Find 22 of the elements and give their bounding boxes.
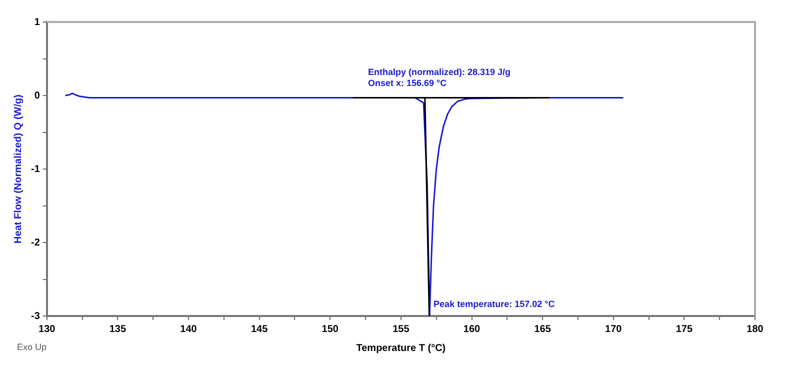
y-tick-label: -2 <box>30 237 40 248</box>
x-tick-label: 170 <box>605 324 622 335</box>
annotation: Enthalpy (normalized): 28.319 J/g <box>368 67 511 77</box>
text: Exo Up <box>17 342 47 352</box>
y-tick-label: -3 <box>30 310 40 322</box>
x-tick-label: 165 <box>534 324 552 335</box>
x-tick-label: 155 <box>392 324 410 335</box>
x-tick-label: 145 <box>250 324 268 335</box>
x-tick-label: 150 <box>322 324 339 335</box>
annotation: Peak temperature: 157.02 °C <box>434 299 556 309</box>
y-tick-label: 0 <box>34 90 40 102</box>
x-tick-label: 140 <box>180 324 198 335</box>
x-axis-title: Temperature T (°C) <box>356 342 446 354</box>
x-tick-label: 160 <box>463 324 481 335</box>
x-tick-label: 175 <box>676 324 693 335</box>
x-tick-label: 180 <box>746 324 764 335</box>
y-tick-label: -1 <box>30 164 40 175</box>
y-tick-label: 1 <box>34 16 40 28</box>
y-axis-title: Heat Flow (Normalized) Q (W/g) <box>12 94 24 244</box>
annotation: Onset x: 156.69 °C <box>368 78 448 88</box>
x-tick-label: 135 <box>109 324 126 335</box>
x-tick-label: 130 <box>38 324 56 335</box>
